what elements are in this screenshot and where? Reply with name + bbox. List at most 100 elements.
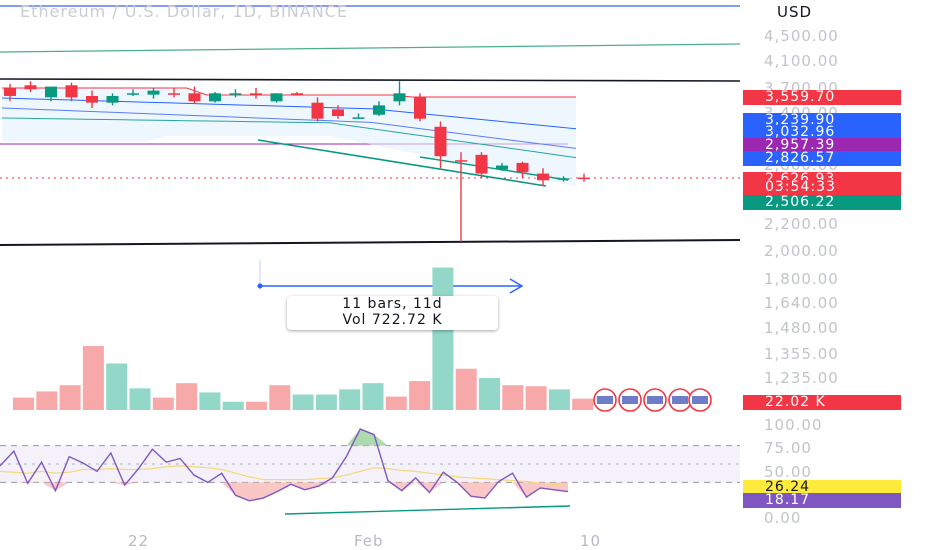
candle-body [496, 165, 508, 170]
volume-bar [409, 381, 431, 410]
ma-line-3 [1, 117, 577, 159]
price-tag: 3,559.70 [743, 90, 901, 105]
candle-body [250, 93, 262, 95]
volume-bar [36, 391, 58, 410]
volume-bar [222, 401, 244, 410]
measure-bars-label: 11 bars, 11d [342, 296, 443, 312]
volume-bar [246, 401, 267, 410]
price-tag: 2,957.39 [743, 138, 901, 153]
candle-body [455, 160, 467, 162]
ma-line-2 [1, 107, 577, 149]
currency-label[interactable]: USD [777, 3, 813, 21]
channel-band [2, 88, 576, 187]
price-tick: 2,200.00 [764, 215, 839, 233]
candle-body [4, 87, 16, 96]
candle-body [24, 85, 37, 90]
drawn-trendline [257, 139, 547, 187]
rsi-divergence-line [284, 505, 571, 515]
price-tick: 4,500.00 [764, 27, 839, 45]
price-tag: 3,032.96 [743, 125, 901, 140]
price-tick: 1,355.00 [764, 345, 839, 363]
volume-bar [152, 397, 174, 410]
candle-body [229, 93, 242, 95]
candle-body [516, 162, 529, 173]
rsi-tick: 50.00 [764, 463, 812, 481]
candle-body [537, 173, 549, 181]
candle-body [373, 105, 385, 115]
price-tick: 2,000.00 [764, 242, 839, 260]
candle-body [127, 93, 139, 95]
candle-body [332, 109, 344, 117]
candle-body [352, 117, 365, 119]
measure-arrow-head [509, 278, 524, 294]
volume-bar [82, 346, 104, 410]
horizontal-line-lower [0, 239, 741, 246]
price-tick: 1,480.00 [764, 319, 839, 337]
rsi-tick: 0.00 [764, 509, 802, 527]
candle-body [270, 93, 283, 102]
volume-bar [362, 383, 384, 410]
rsi-tick: 75.00 [764, 439, 812, 457]
event-flag-icon [597, 396, 613, 404]
rsi-line [0, 428, 569, 502]
volume-bar [315, 394, 337, 410]
rsi-value-tag: 18.17 [743, 493, 901, 508]
candle-body [147, 90, 160, 95]
volume-bar [525, 386, 547, 410]
candle-body [414, 97, 426, 119]
candle-body [65, 85, 78, 98]
candle-body [393, 93, 406, 102]
volume-bar [292, 394, 314, 410]
event-flag-icon [672, 396, 688, 404]
price-tick: 1,640.00 [764, 294, 839, 312]
candle-body [209, 93, 221, 102]
event-flag-icon [692, 396, 708, 404]
rsi-value-tag: 26.24 [743, 480, 901, 495]
candle-body [106, 95, 119, 103]
measure-tooltip: 11 bars, 11d Vol 722.72 K [287, 296, 498, 330]
x-axis-label-feb: Feb [354, 532, 384, 550]
candle-body [578, 177, 590, 180]
volume-bar [176, 383, 198, 410]
volume-bar [339, 389, 361, 410]
x-axis-label-10: 10 [580, 532, 602, 550]
volume-bar [269, 385, 291, 410]
volume-bar [59, 385, 81, 410]
measure-volume-label: Vol 722.72 K [342, 312, 443, 328]
event-flag-icon [622, 396, 638, 404]
volume-bar [572, 398, 594, 410]
rsi-tick: 100.00 [764, 416, 823, 434]
event-flag-icon [647, 396, 663, 404]
candle-body [311, 102, 324, 119]
volume-bar [502, 385, 524, 410]
price-tag: 22.02 K [743, 395, 901, 410]
candle-body [86, 95, 98, 103]
price-tick: 4,100.00 [764, 52, 839, 70]
volume-bar [13, 397, 34, 410]
candle-body [291, 93, 303, 95]
price-tick: 1,235.00 [764, 369, 839, 387]
volume-bar [385, 396, 407, 410]
price-tick: 1,800.00 [764, 270, 839, 288]
rsi-overbought-fill [0, 429, 568, 446]
candle-body [168, 93, 180, 95]
volume-bar [548, 389, 570, 410]
volume-bar [199, 392, 221, 410]
volume-bar [455, 368, 477, 410]
price-tag: 03:54:33 [743, 180, 901, 195]
volume-bar [106, 363, 128, 410]
volume-bar [432, 267, 454, 410]
candle-body [434, 126, 447, 157]
price-tag: 2,826.57 [743, 151, 901, 166]
candle-body [475, 154, 488, 174]
rsi-oversold-fill [0, 482, 568, 501]
price-tag: 3,239.90 [743, 113, 901, 128]
volume-bar [479, 378, 500, 410]
candle-body [188, 93, 201, 102]
candle-body [45, 86, 57, 98]
band-upper-line [2, 87, 576, 98]
trend-line-green [0, 43, 741, 53]
chart-title: Ethereum / U.S. Dollar, 1D, BINANCE [20, 2, 348, 21]
